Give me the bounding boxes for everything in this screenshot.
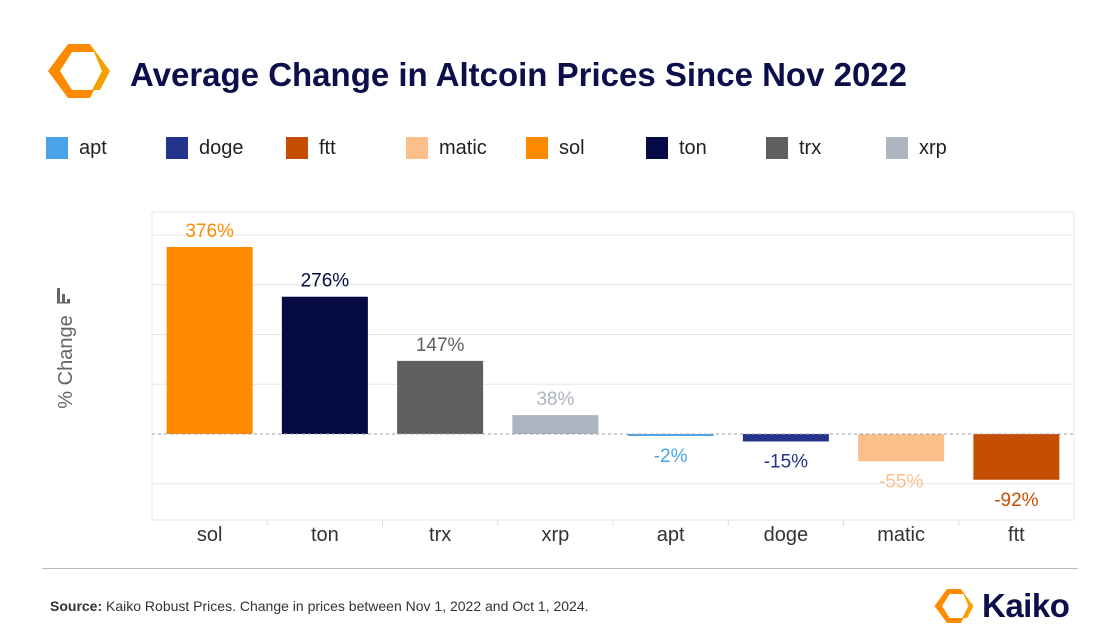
x-tick-label-apt: apt	[657, 524, 685, 546]
bar-chart: 376% sol 276% ton 147% trx 38% xrp -2% apt -15% dog…	[55, 211, 1075, 546]
legend-item-ton: ton	[646, 134, 707, 162]
legend-swatch	[766, 137, 788, 159]
x-tick-label-doge: doge	[764, 524, 809, 546]
brand-name: Kaiko	[982, 587, 1070, 624]
bar-apt	[627, 434, 714, 436]
legend-label: trx	[799, 136, 822, 159]
x-tick-label-matic: matic	[877, 524, 925, 546]
data-label-apt: -2%	[654, 446, 688, 467]
bar-trx	[397, 360, 484, 434]
legend-label: ton	[679, 136, 707, 159]
x-tick-label-ton: ton	[311, 524, 339, 546]
footer-divider	[42, 568, 1078, 569]
data-label-trx: 147%	[416, 335, 465, 356]
bar-matic	[858, 434, 945, 462]
legend-label: xrp	[919, 136, 947, 159]
data-label-ton: 276%	[301, 271, 350, 292]
legend-swatch	[166, 137, 188, 159]
chart-legend: apt doge ftt matic sol ton trx xrp	[46, 134, 1086, 162]
source-note: Source: Kaiko Robust Prices. Change in p…	[50, 598, 589, 614]
legend-item-ftt: ftt	[286, 134, 336, 162]
data-label-ftt: -92%	[994, 490, 1038, 511]
y-axis-label: % Change	[55, 315, 77, 408]
bar-xrp	[512, 415, 599, 434]
page-title: Average Change in Altcoin Prices Since N…	[130, 56, 908, 93]
legend-swatch	[646, 137, 668, 159]
source-label: Source:	[50, 598, 103, 614]
legend-label: sol	[559, 136, 585, 159]
legend-label: apt	[79, 136, 107, 159]
data-label-sol: 376%	[185, 221, 234, 242]
kaiko-logo-icon	[48, 44, 110, 98]
source-text: Kaiko Robust Prices. Change in prices be…	[102, 598, 589, 614]
data-label-doge: -15%	[764, 451, 808, 472]
x-tick-label-ftt: ftt	[1008, 524, 1025, 546]
legend-label: matic	[439, 136, 487, 159]
x-tick-label-xrp: xrp	[541, 524, 569, 546]
legend-item-trx: trx	[766, 134, 821, 162]
kaiko-brand: Kaiko	[932, 584, 1070, 628]
data-label-matic: -55%	[879, 471, 923, 492]
bar-doge	[742, 434, 829, 442]
legend-swatch	[886, 137, 908, 159]
legend-label: doge	[199, 136, 244, 159]
legend-item-doge: doge	[166, 134, 244, 162]
legend-swatch	[46, 137, 68, 159]
legend-swatch	[526, 137, 548, 159]
chart-bars-icon	[57, 288, 70, 304]
data-label-xrp: 38%	[536, 389, 574, 410]
legend-swatch	[286, 137, 308, 159]
legend-label: ftt	[319, 136, 336, 159]
kaiko-hexagon-logo-icon	[934, 589, 974, 623]
bar-sol	[166, 247, 253, 434]
bar-ton	[281, 296, 368, 434]
legend-item-sol: sol	[526, 134, 585, 162]
x-tick-label-sol: sol	[197, 524, 223, 546]
x-tick-label-trx: trx	[429, 524, 451, 546]
legend-item-matic: matic	[406, 134, 487, 162]
legend-item-xrp: xrp	[886, 134, 947, 162]
bar-ftt	[973, 434, 1060, 480]
legend-swatch	[406, 137, 428, 159]
legend-item-apt: apt	[46, 134, 107, 162]
